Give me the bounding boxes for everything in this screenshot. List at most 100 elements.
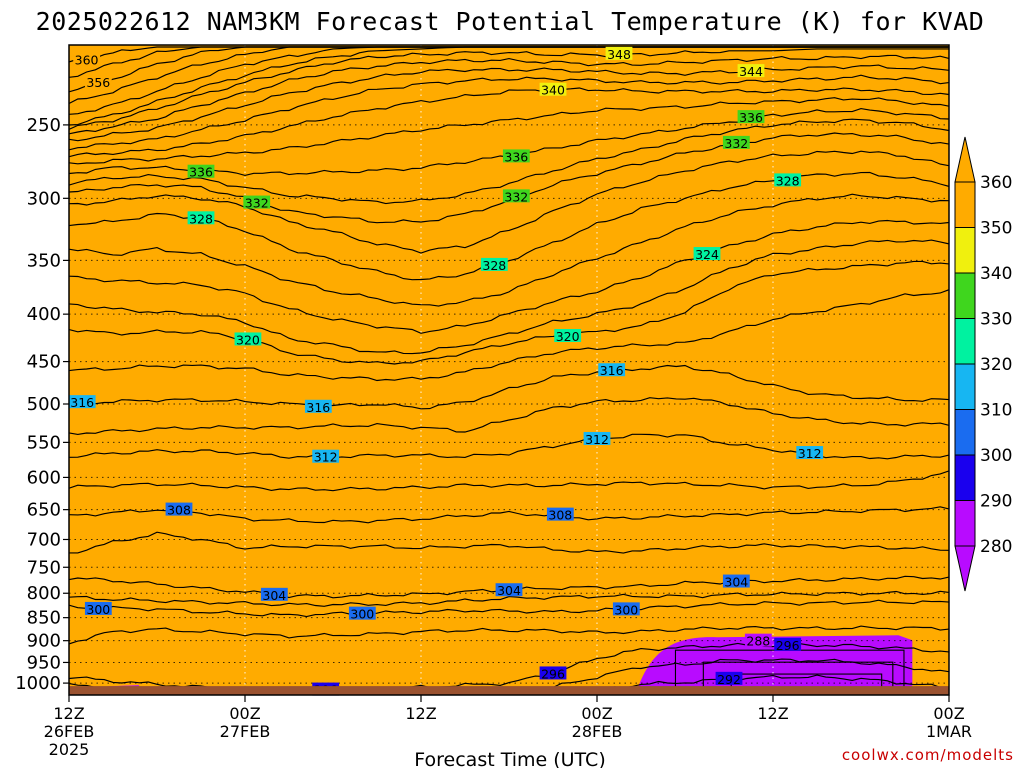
contour-label: 344	[739, 64, 763, 79]
plot-frame	[68, 44, 950, 696]
contour-label-bg	[796, 446, 824, 460]
y-tick-label: 700	[27, 529, 61, 550]
contour-label: 308	[167, 503, 191, 518]
contour-label-bg	[495, 583, 523, 597]
contour-label: 328	[776, 173, 800, 188]
y-tick-label: 750	[27, 557, 61, 578]
isentrope-338	[69, 97, 949, 165]
contour-label: 316	[600, 363, 624, 378]
contour-label-bg	[612, 602, 640, 616]
isentrope-306	[69, 531, 949, 554]
colorbar-bottom-arrow	[954, 545, 976, 592]
isentrope-318	[69, 289, 949, 382]
x-tick-label: 12Z	[53, 704, 84, 723]
y-axis: 2503003504004505005506006507007508008509…	[15, 115, 69, 694]
contour-label: 300	[614, 602, 638, 617]
y-tick-label: 450	[27, 352, 61, 373]
isentrope-314	[69, 397, 949, 435]
y-tick-label: 900	[27, 631, 61, 652]
isentrope-344	[69, 64, 949, 142]
contour-label-bg	[234, 332, 262, 346]
contour-label: 328	[482, 258, 506, 273]
y-tick-label: 600	[27, 467, 61, 488]
x-axis-title: Forecast Time (UTC)	[414, 749, 605, 768]
colorbar-label: 350	[980, 219, 1012, 239]
cold-pool-contour	[730, 673, 883, 695]
isentrope-300	[69, 599, 949, 618]
isentrope-326	[69, 193, 949, 307]
colorbar-label: 310	[980, 401, 1012, 421]
isentrope-310	[69, 470, 949, 492]
y-tick-label: 400	[27, 304, 61, 325]
colorbar-swatch	[954, 181, 976, 228]
contour-label-bg	[187, 211, 215, 225]
contour-label: 316	[306, 400, 330, 415]
isentrope-328	[69, 171, 949, 281]
isentrope-322	[69, 239, 949, 355]
contour-label-bg	[737, 64, 765, 78]
contour-label: 320	[556, 329, 580, 344]
contour-label-bg	[583, 431, 611, 445]
contour-label-bg	[722, 574, 750, 588]
contour-label-bg	[693, 247, 721, 261]
contour-label: 300	[350, 607, 374, 622]
colorbar-label: 360	[980, 173, 1012, 193]
colorbar-swatch	[954, 454, 976, 501]
contour-label: 312	[585, 432, 609, 447]
contour-label-bg	[68, 395, 96, 409]
colorbar-swatch	[954, 272, 976, 319]
contour-label: 340	[541, 83, 565, 98]
isentrope-330	[69, 150, 949, 254]
contour-label: 332	[724, 136, 748, 151]
isentrope-298	[69, 625, 949, 645]
contour-label: 296	[776, 638, 800, 653]
contour-label-bg	[312, 449, 340, 463]
colorbar-label: 300	[980, 446, 1012, 466]
contour-label-bg	[598, 363, 626, 377]
contour-label: 356	[86, 75, 110, 90]
contour-label: 304	[724, 575, 748, 590]
contour-label-bg	[84, 74, 112, 88]
isentrope-324	[69, 219, 949, 334]
contour-label-bg	[187, 164, 215, 178]
colorbar-label: 290	[980, 492, 1012, 512]
x-tick-label: 27FEB	[220, 722, 271, 741]
contour-label-bg	[480, 257, 508, 271]
contour-label: 292	[717, 672, 741, 687]
x-tick-label: 00Z	[581, 704, 612, 723]
x-tick-label: 2025	[49, 740, 90, 759]
isentrope-302	[69, 590, 949, 607]
isentrope-360	[69, 46, 949, 63]
contour-label-bg	[348, 606, 376, 620]
isentropes	[69, 46, 949, 695]
colorbar: 280 290 300 310 320 330 340 350 360	[954, 136, 1012, 592]
x-tick-label: 12Z	[405, 704, 436, 723]
contour-label: 304	[262, 588, 286, 603]
contour-label-bg	[304, 399, 332, 413]
colorbar-label: 330	[980, 310, 1012, 330]
colorbar-swatch	[954, 500, 976, 547]
contour-label: 332	[504, 189, 528, 204]
band-below-360	[69, 47, 949, 695]
contour-label-bg	[260, 587, 288, 601]
x-tick-label: 26FEB	[44, 722, 95, 741]
band-below-290	[69, 691, 949, 695]
y-tick-label: 1000	[15, 673, 61, 694]
isentrope-342	[69, 74, 949, 151]
colorbar-swatch	[954, 363, 976, 410]
contour-label-bg	[715, 671, 743, 685]
contour-label-bg	[737, 110, 765, 124]
contour-label-bg	[243, 195, 271, 209]
x-tick-label: 1MAR	[926, 722, 972, 741]
colorbar-top-arrow	[954, 136, 976, 183]
contour-label: 336	[189, 165, 213, 180]
contour-label: 316	[70, 395, 94, 410]
contour-label-bg	[165, 502, 193, 516]
contour-label: 296	[541, 666, 565, 681]
ground-strip	[69, 686, 949, 695]
y-tick-label: 650	[27, 500, 61, 521]
y-tick-label: 550	[27, 432, 61, 453]
colorbar-swatch	[954, 318, 976, 365]
contour-label: 312	[314, 450, 338, 465]
